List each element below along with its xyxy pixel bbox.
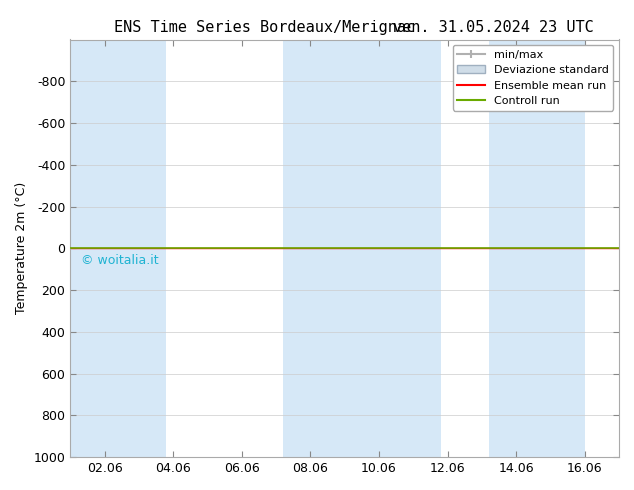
Text: ENS Time Series Bordeaux/Merignac: ENS Time Series Bordeaux/Merignac: [114, 20, 415, 35]
Text: ven. 31.05.2024 23 UTC: ven. 31.05.2024 23 UTC: [393, 20, 594, 35]
Bar: [70, 40, 166, 457]
Y-axis label: Temperature 2m (°C): Temperature 2m (°C): [15, 182, 28, 315]
Text: © woitalia.it: © woitalia.it: [81, 254, 159, 268]
Bar: [489, 40, 585, 457]
Legend: min/max, Deviazione standard, Ensemble mean run, Controll run: min/max, Deviazione standard, Ensemble m…: [453, 45, 614, 111]
Bar: [283, 40, 441, 457]
